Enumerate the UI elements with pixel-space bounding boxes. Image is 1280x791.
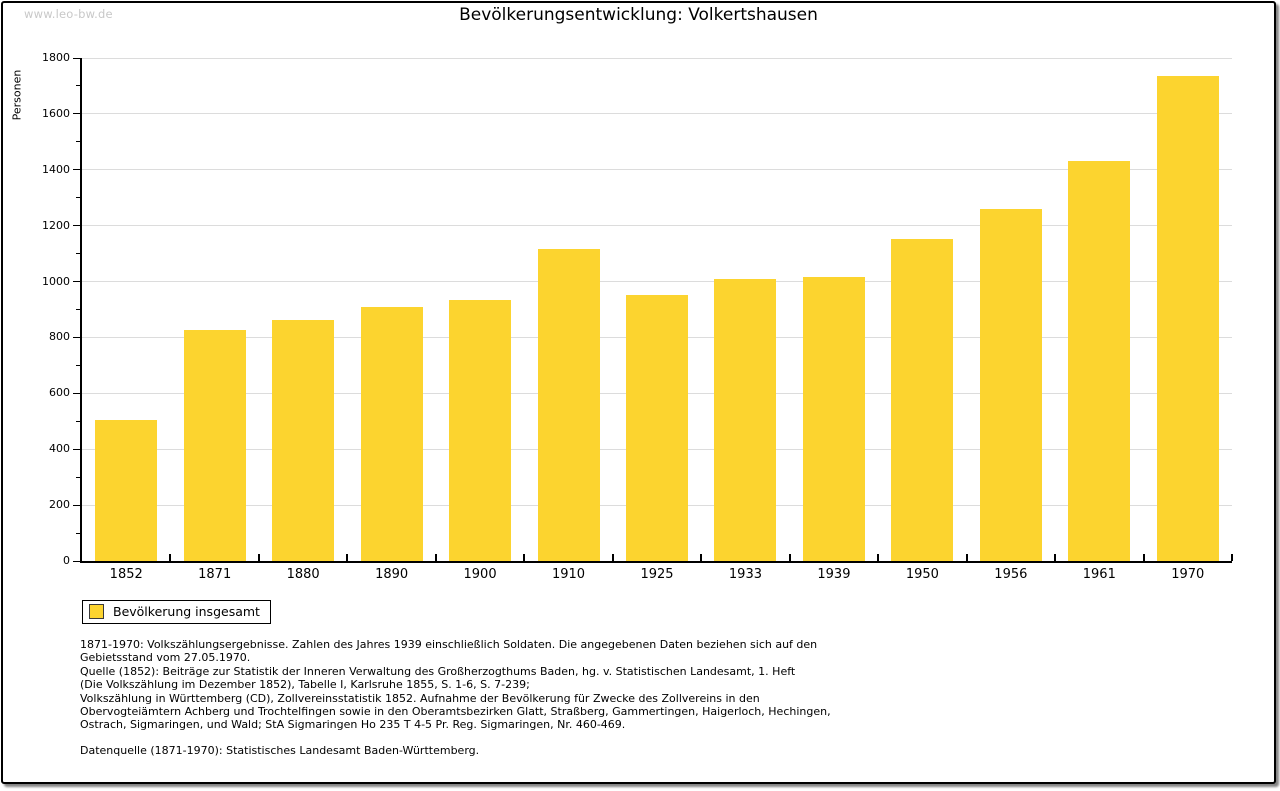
y-major-tick	[73, 560, 80, 562]
y-tick-label: 400	[49, 442, 70, 456]
y-major-tick	[73, 113, 80, 115]
y-axis-title: Personen	[10, 69, 24, 121]
y-minor-tick	[76, 253, 80, 255]
x-tick	[1231, 554, 1233, 561]
x-tick-label: 1910	[551, 567, 586, 582]
x-tick-label: 1970	[1171, 567, 1205, 582]
y-minor-tick	[76, 420, 80, 422]
bar-1925	[626, 295, 688, 561]
x-tick-label: 1961	[1082, 567, 1116, 582]
y-minor-tick	[76, 141, 80, 143]
bar-1933	[714, 278, 777, 561]
bar-1890	[360, 307, 423, 561]
y-tick-label: 0	[63, 554, 70, 567]
y-tick-label: 1600	[42, 106, 70, 120]
y-major-tick	[73, 57, 80, 59]
x-tick-label: 1925	[640, 567, 674, 582]
y-tick-label: 1800	[42, 51, 70, 64]
x-tick	[169, 554, 172, 561]
bar-1852	[95, 419, 158, 561]
footnote-line: Ostrach, Sigmaringen, und Wald; StA Sigm…	[80, 718, 626, 732]
y-minor-tick	[76, 85, 80, 87]
y-major-tick	[73, 336, 80, 338]
y-tick-label: 1000	[42, 274, 70, 288]
y-minor-tick	[76, 197, 80, 199]
x-tick	[700, 554, 703, 561]
grid-line	[82, 113, 1232, 115]
footnote-line: Volkszählung in Württemberg (CD), Zollve…	[80, 691, 760, 705]
x-tick-label: 1880	[286, 567, 320, 582]
footnotes: 1871-1970: Volkszählungsergebnisse. Zahl…	[80, 638, 1234, 757]
bar-1950	[891, 239, 954, 561]
watermark: www.leo-bw.de	[24, 7, 113, 21]
legend-swatch-icon	[89, 604, 104, 619]
x-tick-label: 1956	[994, 567, 1028, 582]
grid-line	[82, 169, 1232, 171]
bar-1871	[183, 330, 246, 561]
x-tick	[1142, 554, 1145, 561]
footnote-line: Obervogteiämtern Achberg und Trochtelfin…	[80, 705, 831, 719]
x-tick	[611, 554, 614, 561]
grid-line	[82, 225, 1232, 227]
x-tick	[965, 554, 968, 561]
y-axis-line	[80, 58, 82, 563]
y-major-tick	[73, 504, 80, 506]
datasource-line: Datenquelle (1871-1970): Statistisches L…	[80, 743, 480, 757]
grid-line	[82, 57, 1232, 59]
y-minor-tick	[76, 532, 80, 534]
x-tick-label: 1890	[375, 567, 409, 582]
bar-1900	[449, 300, 512, 561]
y-tick-label: 600	[49, 386, 70, 400]
x-axis-line	[80, 561, 1232, 563]
x-tick-label: 1900	[463, 567, 497, 582]
x-tick	[877, 554, 880, 561]
x-tick	[346, 554, 349, 561]
y-major-tick	[73, 281, 80, 283]
bar-1956	[979, 209, 1042, 561]
x-tick	[1054, 554, 1057, 561]
footnote-line: (Die Volkszählung im Dezember 1852), Tab…	[80, 678, 530, 692]
bar-1880	[272, 320, 335, 561]
grid-line	[82, 281, 1232, 283]
bar-1961	[1068, 161, 1131, 561]
plot-area: 0 200 400 600 800 1000 1200 1400 1600 1800 1852 187…	[42, 52, 1233, 582]
x-tick	[257, 554, 260, 561]
x-tick-label: 1939	[817, 567, 851, 582]
y-tick-label: 1200	[42, 218, 70, 232]
x-tick	[788, 554, 791, 561]
x-tick-label: 1852	[109, 567, 143, 582]
y-tick-label: 800	[49, 330, 70, 344]
y-major-tick	[73, 225, 80, 227]
legend-label: Bevölkerung insgesamt	[113, 603, 260, 619]
page-title: Bevölkerungsentwicklung: Volkertshausen	[459, 5, 818, 25]
footnote-line: Quelle (1852): Beiträge zur Statistik de…	[80, 664, 796, 678]
legend-box: Bevölkerung insgesamt	[82, 600, 271, 624]
bar-1939	[802, 276, 865, 561]
y-major-tick	[73, 448, 80, 450]
y-major-tick	[73, 392, 80, 394]
x-tick-label: 1871	[198, 567, 232, 582]
y-minor-tick	[76, 476, 80, 478]
bar-1910	[537, 249, 600, 561]
y-major-tick	[73, 169, 80, 171]
y-tick-label: 200	[49, 498, 70, 512]
footnote-line: 1871-1970: Volkszählungsergebnisse. Zahl…	[80, 638, 818, 651]
x-tick	[523, 554, 526, 561]
x-tick	[434, 554, 437, 561]
y-tick-label: 1400	[42, 162, 70, 176]
bar-1970	[1156, 76, 1219, 561]
y-minor-tick	[76, 309, 80, 310]
footnote-line: Gebietsstand vom 27.05.1970.	[80, 651, 251, 665]
y-minor-tick	[76, 364, 80, 366]
x-tick-label: 1950	[905, 567, 939, 582]
x-tick-label: 1933	[728, 567, 762, 582]
